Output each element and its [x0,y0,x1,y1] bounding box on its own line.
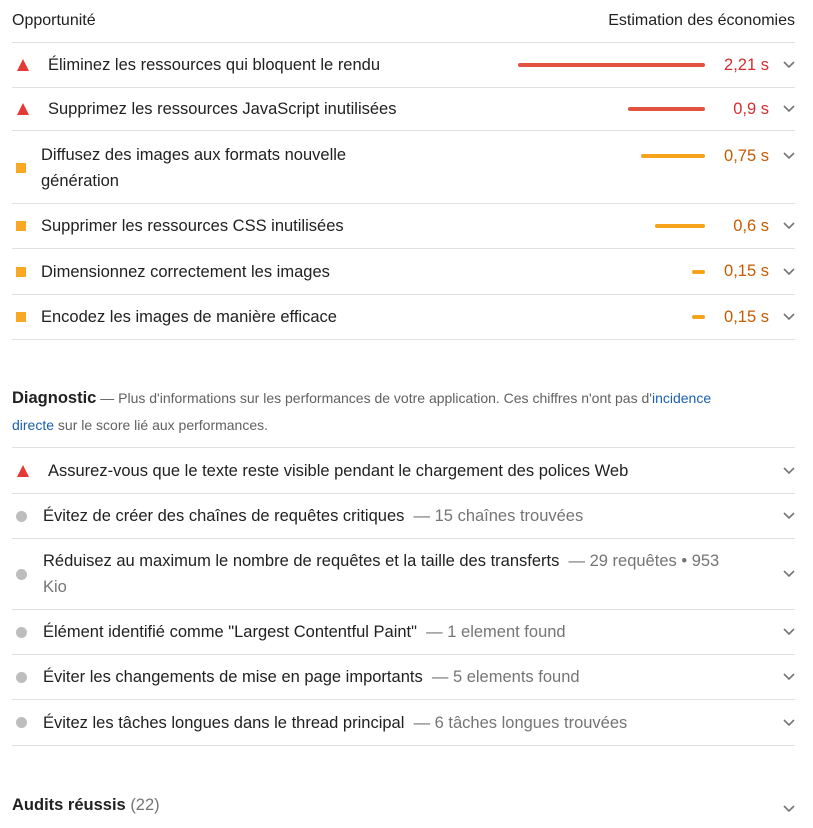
diagnostic-subtitle: — 29 requêtes • 953 Kio [43,552,720,596]
passed-audits-count: (22) [130,795,160,814]
opportunities-header: Opportunité Estimation des économies [12,0,795,43]
opportunity-title: Encodez les images de manière efficace [41,308,337,326]
opportunity-title: Éliminez les ressources qui bloquent le … [48,56,381,74]
opportunity-row[interactable]: Supprimez les ressources JavaScript inut… [12,88,795,131]
chevron-down-icon[interactable] [769,222,795,230]
diagnostic-row[interactable]: Évitez de créer des chaînes de requêtes … [12,494,795,539]
diagnostic-subtitle: — 5 elements found [431,668,580,686]
average-square-icon [16,221,26,231]
passed-audits-title: Audits réussis (22) [12,795,160,814]
info-dot-icon [16,568,27,580]
chevron-down-icon[interactable] [769,673,795,681]
savings-value: 0,15 s [724,262,769,280]
info-dot-icon [16,671,27,683]
diagnostic-description: Diagnostic — Plus d'informations sur les… [12,385,722,439]
chevron-down-icon[interactable] [769,466,795,475]
diagnostic-subtitle: — 15 chaînes trouvées [413,507,584,525]
savings-value: 2,21 s [724,55,769,74]
info-dot-icon [16,717,27,728]
diagnostic-desc-after: sur le score lié aux performances. [54,417,269,433]
diagnostic-title: Éviter les changements de mise en page i… [43,668,423,686]
chevron-down-icon[interactable] [769,313,795,321]
diagnostic-title: Assurez-vous que le texte reste visible … [48,461,629,480]
opportunity-row[interactable]: Encodez les images de manière efficace 0… [12,295,795,340]
chevron-down-icon[interactable] [769,267,795,276]
opportunity-title: Diffusez des images aux formats nouvelle… [41,146,347,190]
average-square-icon [16,163,26,173]
chevron-down-icon[interactable] [769,131,795,160]
chevron-down-icon[interactable] [769,797,795,813]
chevron-down-icon[interactable] [769,570,795,578]
diagnostic-row[interactable]: Évitez les tâches longues dans le thread… [12,700,795,746]
diagnostic-desc-before: — Plus d'informations sur les performanc… [96,390,652,406]
fail-triangle-icon [17,59,29,71]
incidence-directe-link[interactable]: incidence directe [12,390,712,433]
divider [12,447,795,448]
opportunity-row[interactable]: Éliminez les ressources qui bloquent le … [12,43,795,88]
opportunity-row[interactable]: Diffusez des images aux formats nouvelle… [12,131,795,204]
diagnostic-row[interactable]: Assurez-vous que le texte reste visible … [12,448,795,494]
savings-value: 0,15 s [724,307,769,326]
chevron-down-icon[interactable] [769,61,795,69]
diagnostic-row[interactable]: Réduisez au maximum le nombre de requête… [12,539,795,610]
fail-triangle-icon [17,464,29,477]
diagnostic-row[interactable]: Élément identifié comme "Largest Content… [12,610,795,655]
diagnostic-title: Évitez les tâches longues dans le thread… [43,713,405,732]
opportunity-row[interactable]: Dimensionnez correctement les images 0,1… [12,249,795,295]
savings-bar [518,63,705,67]
opportunity-title: Supprimer les ressources CSS inutilisées [41,217,344,235]
info-dot-icon [16,510,27,522]
diagnostic-title: Réduisez au maximum le nombre de requête… [43,552,560,570]
opportunity-row[interactable]: Supprimer les ressources CSS inutilisées… [12,204,795,249]
opportunity-column-label: Opportunité [12,12,96,29]
opportunity-title: Dimensionnez correctement les images [41,262,330,281]
chevron-down-icon[interactable] [769,105,795,113]
savings-value: 0,6 s [733,216,769,235]
savings-bar [655,224,705,228]
savings-bar [641,154,705,158]
savings-bar [628,107,705,111]
savings-value: 0,75 s [724,147,769,165]
diagnostic-subtitle: — 6 tâches longues trouvées [413,713,628,732]
average-square-icon [16,266,26,277]
chevron-down-icon[interactable] [769,512,795,520]
info-dot-icon [16,626,27,638]
savings-value: 0,9 s [733,99,769,118]
savings-column-label: Estimation des économies [608,12,795,29]
diagnostic-row[interactable]: Éviter les changements de mise en page i… [12,655,795,700]
diagnostic-subtitle: — 1 element found [426,623,566,641]
passed-audits-header[interactable]: Audits réussis (22) [12,790,795,820]
diagnostic-heading: Diagnostic [12,389,97,407]
average-square-icon [16,312,26,322]
fail-triangle-icon [17,103,29,115]
savings-bar [692,269,705,274]
chevron-down-icon[interactable] [769,718,795,727]
opportunity-title: Supprimez les ressources JavaScript inut… [48,100,397,118]
savings-bar [692,315,705,319]
chevron-down-icon[interactable] [769,628,795,636]
diagnostic-title: Évitez de créer des chaînes de requêtes … [43,507,405,525]
diagnostic-title: Élément identifié comme "Largest Content… [43,623,417,641]
